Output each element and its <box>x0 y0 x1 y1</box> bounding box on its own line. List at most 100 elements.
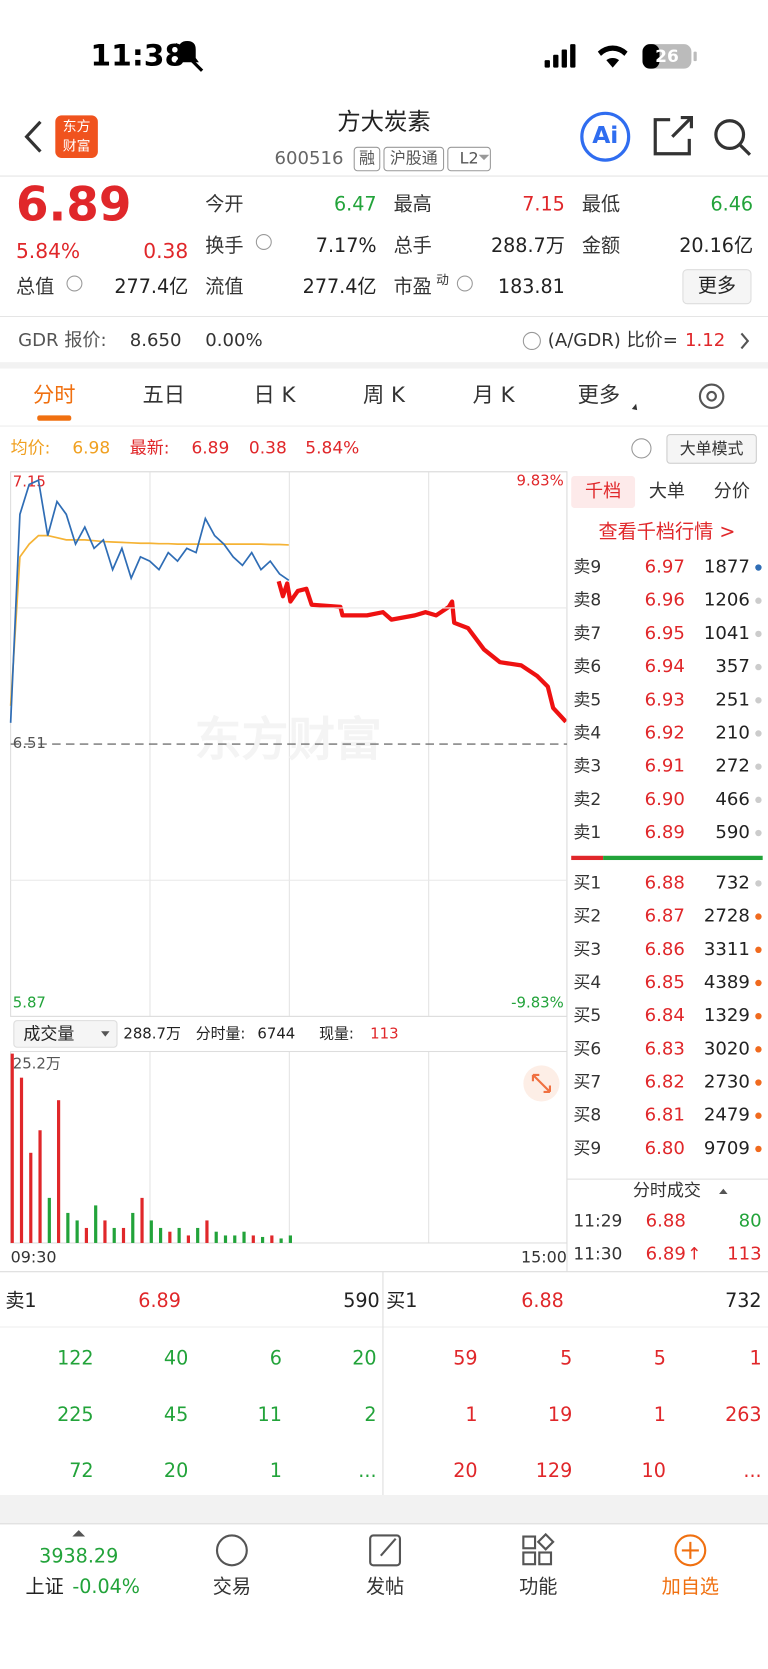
queue-order: 1 <box>749 1346 761 1369</box>
book-label: 买7 <box>573 1073 601 1093</box>
stat-value: 20.16亿 <box>679 234 753 257</box>
index-pct[interactable]: -0.04% <box>72 1575 140 1598</box>
queue-order: 6 <box>270 1346 282 1369</box>
help-icon[interactable] <box>522 331 541 350</box>
volume-selector-label[interactable]: 成交量 <box>23 1024 74 1044</box>
tab[interactable]: 更多 <box>578 383 621 408</box>
volume-bar <box>279 1238 283 1243</box>
separator <box>0 362 768 369</box>
ai-button[interactable] <box>580 111 631 162</box>
more-label[interactable]: 更多 <box>698 274 736 297</box>
tab-selected[interactable] <box>571 476 636 508</box>
tick-time: 11:29 <box>573 1212 622 1232</box>
nav-item[interactable]: 功能 <box>519 1575 557 1598</box>
settings-button[interactable] <box>698 383 725 410</box>
queue-order: 72 <box>69 1459 93 1482</box>
depth-link[interactable]: 查看千档行情 > <box>599 520 736 543</box>
stat-value: 277.4亿 <box>303 275 377 298</box>
index-arrow[interactable] <box>72 1530 86 1537</box>
book-label: 卖9 <box>573 558 601 578</box>
book-label: 卖8 <box>573 591 601 611</box>
book-price: 6.85 <box>645 972 685 993</box>
stat-label: 换手 <box>205 234 243 257</box>
nav-item[interactable]: 加自选 <box>662 1575 719 1598</box>
book-label: 买9 <box>573 1139 601 1159</box>
info-icon[interactable] <box>66 275 83 292</box>
pct-top: 9.83% <box>517 471 564 489</box>
dropdown-arrow[interactable] <box>101 1031 110 1037</box>
book-tab[interactable]: 大单 <box>649 481 685 502</box>
book-label: 卖7 <box>573 624 601 644</box>
book-dot <box>755 946 762 953</box>
book-price: 6.92 <box>645 722 685 743</box>
mode-label[interactable]: 大单模式 <box>680 439 744 458</box>
book-price: 6.89 <box>645 822 685 843</box>
more-button[interactable] <box>682 269 752 305</box>
tab[interactable]: 分时 <box>33 383 76 408</box>
volume-bar <box>19 1077 24 1243</box>
nav-item[interactable]: 交易 <box>213 1575 251 1598</box>
book-volume: 732 <box>715 872 750 893</box>
book-tab[interactable]: 千档 <box>585 481 621 502</box>
stat-value: 7.15 <box>522 192 565 215</box>
now-volume: 113 <box>370 1024 398 1042</box>
info-icon[interactable] <box>456 275 473 292</box>
volume-bar <box>121 1227 126 1243</box>
ai-label[interactable]: Ai <box>592 121 618 149</box>
badge-box <box>447 146 491 172</box>
expand-button[interactable] <box>523 1065 560 1102</box>
book-dot <box>755 697 762 704</box>
help-icon[interactable] <box>631 438 652 459</box>
watermark: 东方财富 <box>195 714 382 768</box>
book-price: 6.87 <box>645 906 685 927</box>
book-dot <box>755 564 762 571</box>
index-name[interactable]: 上证 <box>26 1575 64 1598</box>
mode-button[interactable] <box>666 434 757 464</box>
book-dot <box>755 913 762 920</box>
book-label: 买1 <box>573 873 601 893</box>
tab[interactable]: 五日 <box>143 383 186 408</box>
status-time: 11:38 <box>90 38 185 73</box>
dropdown-arrow[interactable] <box>478 154 490 161</box>
book-label: 买4 <box>573 973 601 993</box>
tab[interactable]: 月 K <box>473 383 516 408</box>
latest-value: 6.89 <box>191 438 229 458</box>
book-price: 6.81 <box>645 1105 685 1126</box>
book-volume: 2728 <box>704 906 750 927</box>
chevron[interactable] <box>740 332 750 350</box>
volume-bar <box>38 1130 42 1243</box>
collapse-arrow[interactable] <box>719 1188 728 1195</box>
tab[interactable]: 周 K <box>363 383 406 408</box>
search-button[interactable] <box>714 119 752 156</box>
volume-bar <box>94 1205 98 1243</box>
volume-bar <box>112 1227 116 1243</box>
back-button[interactable] <box>24 120 42 153</box>
logo-text: 财富 <box>63 137 91 154</box>
book-tab[interactable]: 分价 <box>714 481 750 502</box>
info-icon[interactable] <box>255 234 272 250</box>
queue-order: 20 <box>164 1459 188 1482</box>
book-dot <box>755 630 762 638</box>
index-value[interactable]: 3938.29 <box>39 1544 118 1567</box>
volume-bar <box>288 1235 292 1243</box>
tab[interactable]: 日 K <box>253 383 296 408</box>
volume-bar <box>103 1220 107 1243</box>
book-dot <box>755 979 762 987</box>
time-end: 15:00 <box>521 1247 567 1266</box>
book-volume: 1041 <box>704 623 750 644</box>
y-tick-label: 5.87 <box>13 994 46 1012</box>
volume-bar <box>177 1227 181 1243</box>
share-button[interactable] <box>653 115 694 156</box>
ticks-title[interactable]: 分时成交 <box>633 1181 701 1201</box>
book-label: 买6 <box>573 1039 601 1059</box>
book-price: 6.82 <box>645 1072 685 1093</box>
book-volume: 210 <box>715 722 750 743</box>
separator <box>0 1495 768 1524</box>
volume-bar <box>196 1227 200 1243</box>
nav-icons <box>215 1532 707 1567</box>
volume-selector[interactable] <box>13 1020 118 1048</box>
nav-item[interactable]: 发帖 <box>366 1575 404 1598</box>
queue-label: 卖1 <box>5 1289 36 1312</box>
stat-label: 最低 <box>582 192 620 215</box>
queue-order: 225 <box>57 1403 94 1426</box>
